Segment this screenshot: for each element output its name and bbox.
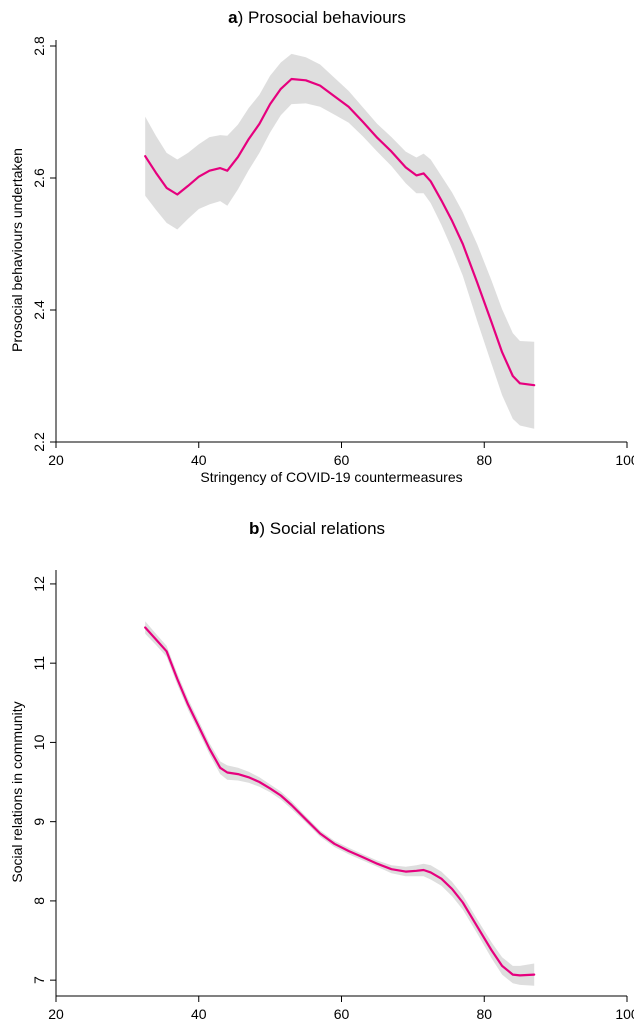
panel-prosocial-behaviours: a) Prosocial behaviours 20 40 60 80 100 2.2 2.… <box>0 0 634 500</box>
panel-social-relations: b) Social relations 20 40 60 80 100 7 8 9 10 11 12… <box>0 511 634 1023</box>
x-tick-label: 40 <box>191 452 207 468</box>
y-axis-title: Prosocial behaviours undertaken <box>9 148 25 352</box>
chart-title: a) Prosocial behaviours <box>228 8 406 27</box>
x-tick-label: 40 <box>191 1006 207 1022</box>
y-tick-label: 11 <box>31 656 47 671</box>
chart-title-text: Prosocial behaviours <box>248 8 406 27</box>
prosocial-behaviours-chart: 20 40 60 80 100 2.2 2.4 2.6 2.8 Stringency of COV… <box>9 36 634 485</box>
x-tick-label: 100 <box>615 1006 634 1022</box>
chart-title-text: Social relations <box>269 519 386 538</box>
social-relations-chart: 20406080100789101112Stringency of COVID-… <box>9 570 634 1022</box>
x-tick-label: 100 <box>615 452 634 468</box>
y-tick-label: 9 <box>31 818 47 826</box>
fitted-line <box>144 626 536 977</box>
y-tick-label: 2.4 <box>31 300 47 320</box>
panel-letter: a <box>228 8 238 27</box>
x-tick-label: 60 <box>334 452 350 468</box>
chart-title: b) Social relations <box>248 519 386 538</box>
x-tick-label: 60 <box>334 1006 350 1022</box>
x-tick-label: 20 <box>48 1006 64 1022</box>
y-tick-label: 2.2 <box>31 432 47 452</box>
fitted-line <box>144 77 536 387</box>
y-tick-label: 10 <box>31 734 47 750</box>
y-tick-label: 2.8 <box>31 36 47 56</box>
panel-letter: b <box>248 519 260 538</box>
y-tick-label: 2.6 <box>31 168 47 188</box>
x-axis-title: Stringency of COVID-19 countermeasures <box>200 469 462 485</box>
y-tick-label: 7 <box>31 976 47 984</box>
y-tick-label: 12 <box>31 576 47 592</box>
y-tick-label: 8 <box>31 897 47 905</box>
confidence-band <box>145 621 535 986</box>
y-axis-title: Social relations in community <box>9 701 25 882</box>
x-tick-label: 20 <box>48 452 64 468</box>
x-tick-label: 80 <box>476 452 492 468</box>
x-tick-label: 80 <box>476 1006 492 1022</box>
confidence-band <box>145 53 535 429</box>
